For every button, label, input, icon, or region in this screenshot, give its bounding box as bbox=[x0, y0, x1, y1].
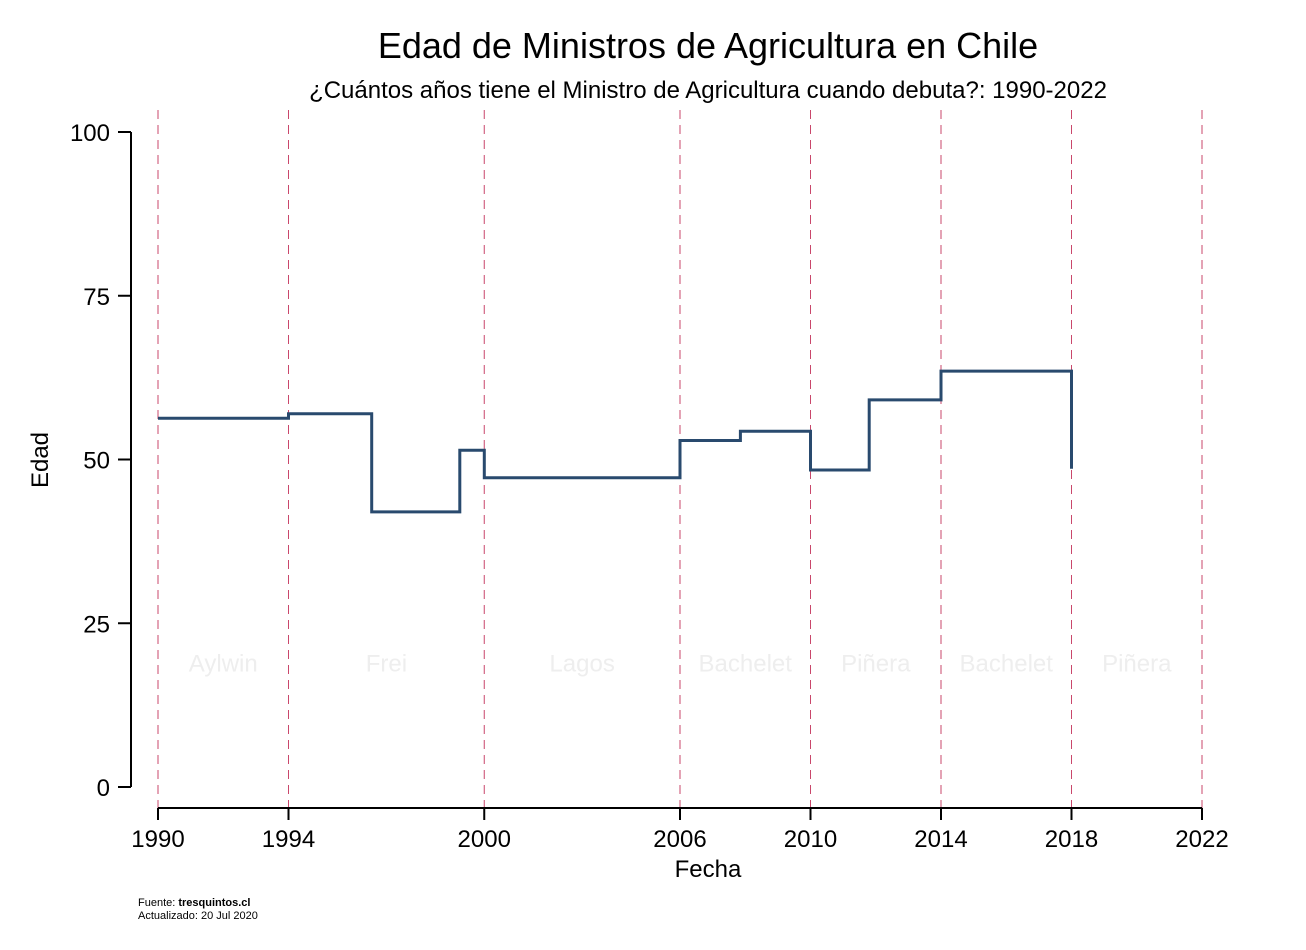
era-label-5: Bachelet bbox=[960, 651, 1054, 678]
x-axis-title: Fecha bbox=[675, 856, 742, 883]
updated-note: Actualizado: 20 Jul 2020 bbox=[138, 910, 258, 922]
x-tick-label-7: 2022 bbox=[1175, 826, 1228, 853]
y-tick-label-3: 75 bbox=[83, 284, 110, 311]
y-tick-label-4: 100 bbox=[70, 120, 110, 147]
source-label: Fuente: bbox=[138, 897, 178, 909]
era-labels: Aylwin Frei Lagos Bachelet Piñera Bachelet Piñ… bbox=[189, 651, 1172, 678]
source-value: tresquintos.cl bbox=[178, 897, 250, 909]
chart-subtitle: ¿Cuántos años tiene el Ministro de Agric… bbox=[309, 77, 1107, 104]
y-tick-label-1: 25 bbox=[83, 611, 110, 638]
x-tick-label-1: 1994 bbox=[262, 826, 315, 853]
y-axis-title: Edad bbox=[27, 432, 54, 488]
era-label-4: Piñera bbox=[841, 651, 911, 678]
era-label-3: Bachelet bbox=[699, 651, 793, 678]
x-tick-label-2: 2000 bbox=[458, 826, 511, 853]
series-line-0 bbox=[158, 369, 1073, 514]
y-tick-label-0: 0 bbox=[97, 775, 110, 802]
series-group bbox=[158, 369, 1073, 514]
x-tick-label-5: 2014 bbox=[914, 826, 967, 853]
era-label-6: Piñera bbox=[1102, 651, 1172, 678]
era-label-1: Frei bbox=[366, 651, 407, 678]
x-tick-label-6: 2018 bbox=[1045, 826, 1098, 853]
x-tick-label-4: 2010 bbox=[784, 826, 837, 853]
y-axis: 0 25 50 75 100 bbox=[70, 120, 132, 802]
x-axis: 1990 1994 2000 2006 2010 2014 2018 2022 bbox=[131, 807, 1229, 853]
era-label-0: Aylwin bbox=[189, 651, 258, 678]
source-note: Fuente: tresquintos.cl bbox=[138, 897, 250, 909]
era-label-2: Lagos bbox=[549, 651, 614, 678]
y-tick-label-2: 50 bbox=[83, 448, 110, 475]
x-tick-label-3: 2006 bbox=[653, 826, 706, 853]
x-tick-label-0: 1990 bbox=[131, 826, 184, 853]
chart-title: Edad de Ministros de Agricultura en Chil… bbox=[378, 25, 1038, 66]
